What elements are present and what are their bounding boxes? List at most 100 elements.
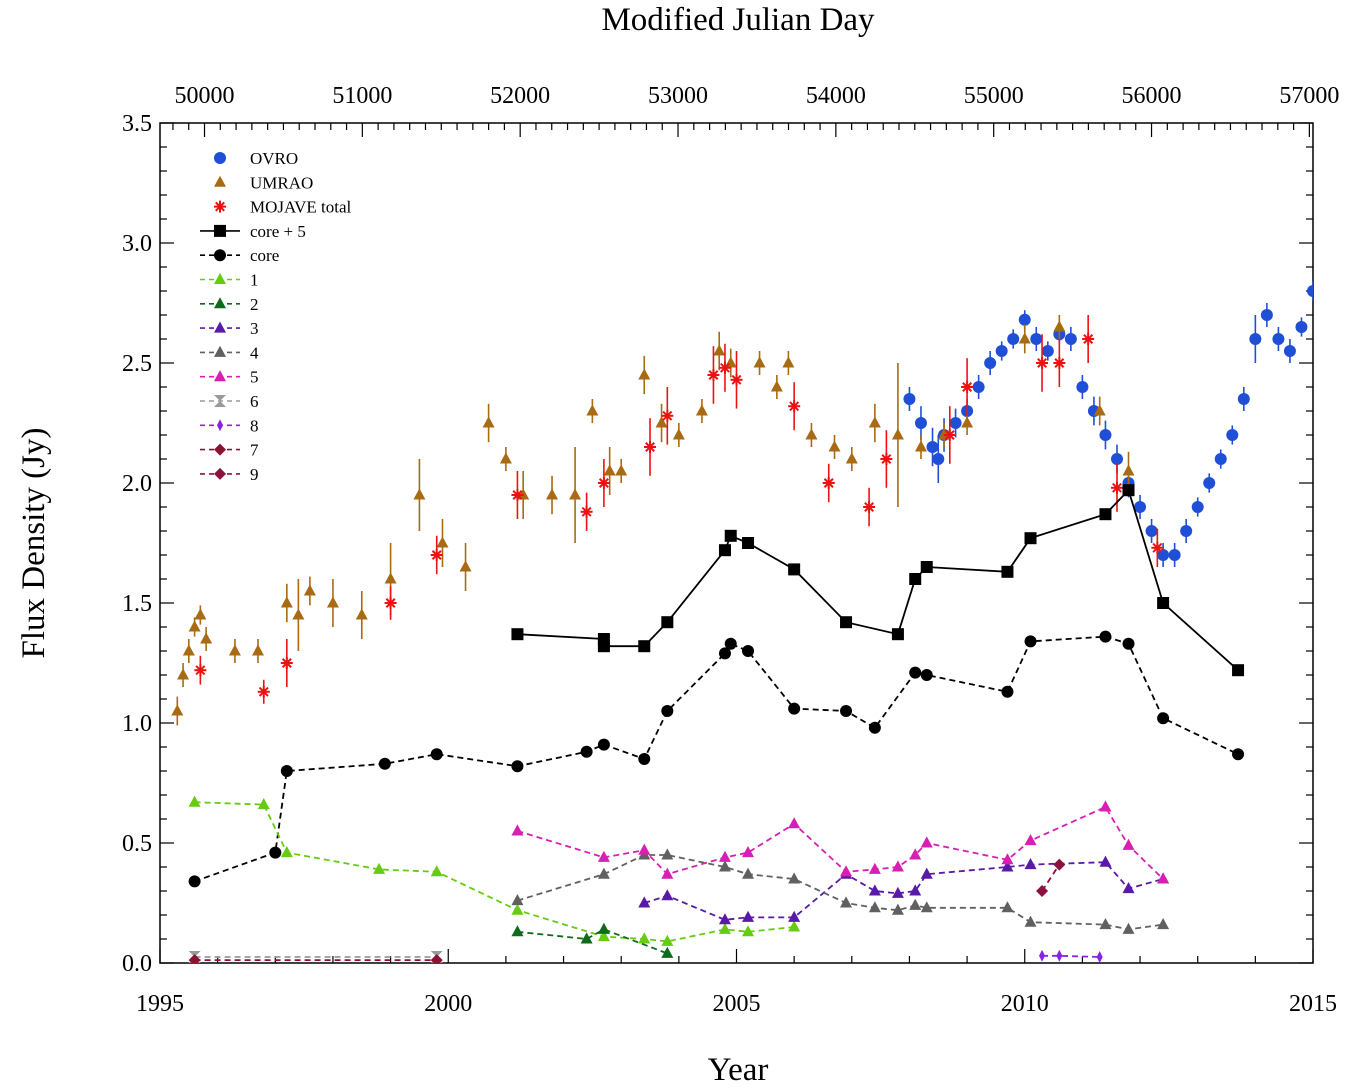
legend-label: UMRAO (250, 173, 313, 192)
data-point (1024, 915, 1037, 927)
legend-entry-1: 1 (200, 271, 259, 290)
data-point (661, 934, 674, 946)
data-point (880, 453, 893, 465)
series-core (188, 630, 1245, 888)
data-point (788, 563, 801, 576)
series-line-1 (194, 801, 795, 943)
data-point (413, 488, 426, 500)
series-1 (188, 795, 801, 946)
data-point (891, 628, 904, 641)
data-point (269, 846, 282, 859)
data-point (459, 560, 472, 572)
data-point (840, 896, 853, 908)
data-point (511, 628, 524, 641)
data-point (280, 846, 293, 858)
data-point (972, 381, 985, 393)
data-point (891, 428, 904, 440)
data-point (1053, 858, 1066, 871)
y-axis-title: Flux Density (Jy) (16, 428, 52, 659)
data-point (1157, 918, 1170, 930)
data-point (280, 596, 293, 608)
data-point (920, 901, 933, 913)
data-point (788, 702, 801, 715)
legend-marker (214, 395, 226, 407)
data-point (920, 669, 933, 681)
data-point (1272, 333, 1285, 345)
data-point (1283, 345, 1296, 357)
data-point (1001, 901, 1014, 913)
data-point (355, 608, 368, 620)
data-point (788, 910, 801, 922)
data-point (597, 477, 610, 489)
data-point (1099, 855, 1112, 867)
data-point (661, 946, 674, 958)
data-point (1024, 532, 1037, 545)
data-point (920, 561, 933, 573)
legend-entry-umrao: UMRAO (214, 173, 313, 192)
legend-entry-8: 8 (200, 416, 259, 435)
data-point (511, 489, 524, 501)
data-point (182, 644, 195, 656)
data-point (252, 644, 265, 656)
data-point (926, 441, 939, 453)
data-point (788, 920, 801, 932)
legend-marker (214, 224, 226, 237)
legend-marker (214, 297, 226, 309)
legend-label: OVRO (250, 149, 298, 168)
data-point (891, 860, 904, 872)
data-point (891, 886, 904, 898)
series-line-core (194, 635, 1239, 883)
legend-label: 6 (250, 392, 259, 411)
legend-entry-2: 2 (200, 295, 259, 314)
data-point (718, 913, 731, 925)
top-tick-label: 50000 (175, 83, 235, 109)
data-point (228, 644, 241, 656)
series-2 (511, 922, 674, 958)
data-point (1099, 800, 1112, 812)
data-point (638, 932, 651, 944)
legend-entry-7: 7 (200, 441, 259, 460)
series-line-8 (1042, 954, 1100, 958)
data-point (1122, 484, 1135, 497)
data-point (1001, 853, 1014, 865)
data-point (961, 416, 974, 428)
y-tick-label: 0.0 (122, 951, 152, 977)
data-point (378, 757, 391, 770)
data-point (788, 400, 801, 413)
x-tick-label: 2000 (424, 991, 472, 1017)
data-point (580, 932, 593, 944)
data-point (1157, 872, 1170, 884)
data-point (1226, 429, 1239, 441)
data-point (177, 668, 190, 680)
legend-label: 1 (250, 271, 259, 290)
legend-label: 4 (250, 343, 259, 362)
data-point (1122, 922, 1135, 934)
series-line-3 (643, 861, 1164, 921)
data-point (782, 356, 795, 368)
data-point (943, 429, 956, 441)
data-point (603, 464, 616, 476)
data-point (909, 884, 922, 896)
series-5 (511, 800, 1170, 884)
top-tick-label: 53000 (648, 83, 708, 109)
data-point (257, 798, 270, 810)
data-point (1024, 834, 1037, 846)
data-point (903, 393, 916, 405)
top-tick-label: 54000 (806, 83, 866, 109)
data-point (868, 884, 881, 896)
data-point (1122, 637, 1135, 650)
data-point (1168, 549, 1181, 561)
data-point (200, 632, 213, 644)
data-point (1237, 393, 1250, 405)
legend-marker (214, 321, 226, 333)
data-point (597, 867, 610, 879)
data-point (1157, 597, 1170, 609)
data-point (742, 867, 755, 879)
data-point (1082, 333, 1095, 345)
legend-marker (214, 249, 226, 262)
data-point (1024, 858, 1037, 870)
data-point (661, 409, 674, 422)
legend-label: MOJAVE total (250, 198, 351, 217)
data-point (188, 620, 201, 632)
data-point (909, 898, 922, 910)
